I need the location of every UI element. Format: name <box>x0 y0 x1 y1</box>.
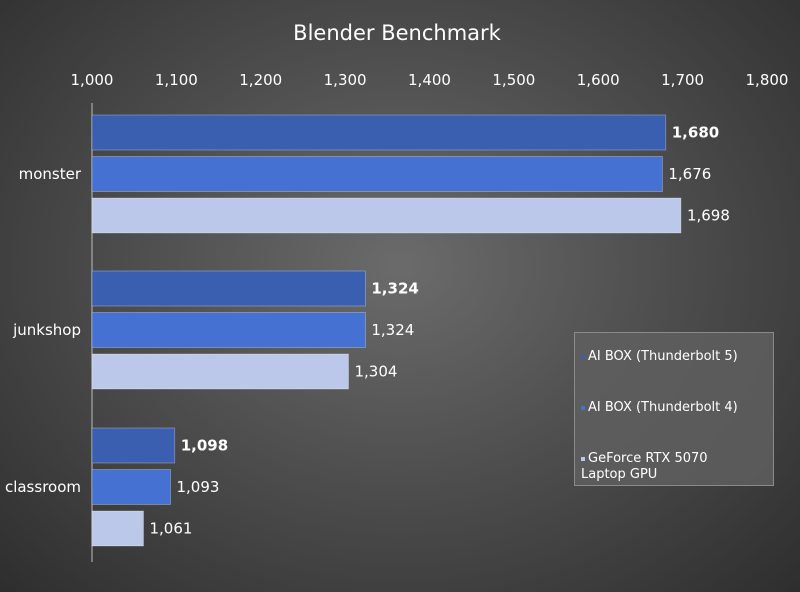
bar <box>91 312 366 348</box>
x-tick-label: 1,800 <box>746 71 789 89</box>
category-label: classroom <box>5 478 81 496</box>
x-tick-label: 1,400 <box>408 71 451 89</box>
bar <box>91 427 176 464</box>
legend: AI BOX (Thunderbolt 5) AI BOX (Thunderbo… <box>574 332 774 486</box>
legend-item: GeForce RTX 5070 Laptop GPU <box>581 451 767 483</box>
chart-title: Blender Benchmark <box>293 21 501 45</box>
category-labels: monster junkshop classroom <box>5 165 82 496</box>
legend-label: GeForce RTX 5070 Laptop GPU <box>581 451 708 482</box>
bar <box>91 156 663 192</box>
data-labels: 1,680 1,676 1,698 1,324 1,324 1,304 1,098 1,093… <box>149 124 729 538</box>
x-tick-label: 1,200 <box>239 71 282 89</box>
x-tick-label: 1,600 <box>577 71 620 89</box>
legend-swatch <box>581 354 585 359</box>
x-tick-label: 1,100 <box>155 71 198 89</box>
legend-item: AI BOX (Thunderbolt 4) <box>581 400 767 416</box>
category-label: monster <box>19 165 82 183</box>
data-label: 1,304 <box>355 363 398 381</box>
data-label: 1,676 <box>668 165 711 183</box>
x-tick-label: 1,300 <box>324 71 367 89</box>
legend-item: AI BOX (Thunderbolt 5) <box>581 349 767 365</box>
legend-label: AI BOX (Thunderbolt 5) <box>588 349 738 364</box>
data-label: 1,324 <box>371 280 418 298</box>
bar <box>91 469 171 505</box>
x-tick-label: 1,000 <box>71 71 114 89</box>
bars <box>91 114 682 547</box>
bar <box>91 353 349 390</box>
bar <box>91 510 144 547</box>
legend-swatch <box>581 456 585 461</box>
x-tick-label: 1,500 <box>492 71 535 89</box>
bar <box>91 114 667 151</box>
legend-label: AI BOX (Thunderbolt 4) <box>588 400 738 415</box>
data-label: 1,098 <box>181 437 228 455</box>
x-tick-label: 1,700 <box>661 71 704 89</box>
data-label: 1,061 <box>149 520 192 538</box>
data-label: 1,324 <box>371 321 414 339</box>
data-label: 1,698 <box>687 207 730 225</box>
data-label: 1,093 <box>176 478 219 496</box>
bar <box>91 270 366 307</box>
legend-swatch <box>581 405 585 410</box>
bar <box>91 197 682 234</box>
x-axis-ticks: 1,000 1,100 1,200 1,300 1,400 1,500 1,600 1,700… <box>71 71 789 89</box>
category-label: junkshop <box>12 321 81 339</box>
data-label: 1,680 <box>672 124 719 142</box>
